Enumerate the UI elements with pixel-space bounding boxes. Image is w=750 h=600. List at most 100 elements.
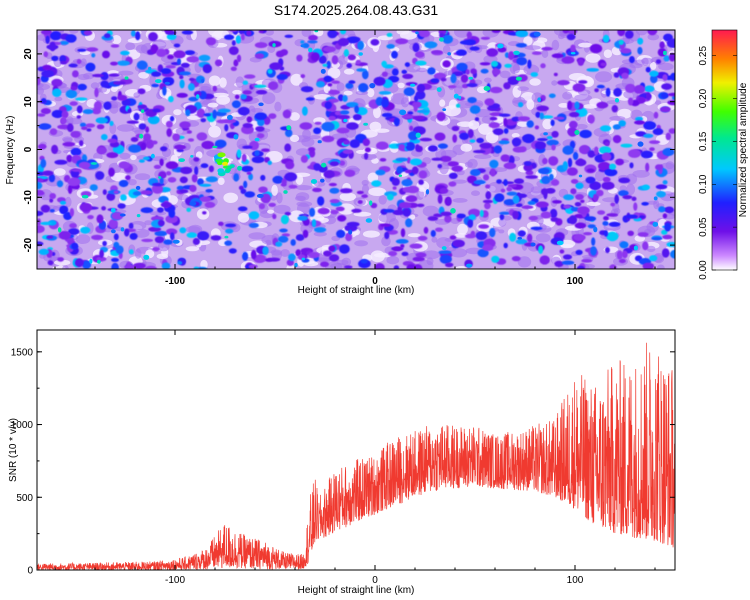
heatmap-cell [572,151,579,161]
heatmap-cell [150,44,159,54]
heatmap-y-tick-label: 0 [23,146,34,152]
heatmap-cell [204,201,216,208]
heatmap-cell [37,225,45,234]
heatmap-cell [284,172,298,182]
heatmap-cell [37,178,44,183]
heatmap-cell [661,248,670,258]
heatmap-cell [591,237,596,246]
heatmap-cell [178,158,185,163]
heatmap-cell [90,82,100,89]
heatmap-cell [335,206,345,212]
heatmap-cell [666,38,675,48]
heatmap-cell [196,191,211,197]
heatmap-cell [137,104,147,109]
heatmap-cell [180,62,190,68]
heatmap-cell [193,157,200,162]
heatmap-cell [200,163,209,169]
heatmap-cell [151,184,164,194]
heatmap-cell [342,149,353,155]
heatmap-cell [267,160,272,165]
heatmap-cell [286,264,295,269]
heatmap-cell [272,213,277,220]
heatmap-cell [566,167,578,176]
heatmap-cell [80,226,91,234]
heatmap-cell [577,206,590,215]
heatmap-cell [399,109,407,116]
heatmap-cell [649,255,658,262]
heatmap-cell [199,183,212,187]
heatmap-cell [140,207,154,214]
heatmap-cell [446,197,451,206]
heatmap-cell [327,67,341,79]
heatmap-cell [179,227,187,234]
heatmap-cell [145,265,157,269]
heatmap-cell [508,51,515,61]
heatmap-cell [307,147,316,152]
heatmap-cell [665,132,671,141]
colorbar-tick-label: 0.15 [698,131,709,151]
heatmap-cell [570,44,576,53]
heatmap-cell [485,131,499,144]
heatmap-cell [37,76,41,86]
heatmap-cell [364,147,371,153]
heatmap-cell [628,149,641,158]
heatmap-cell [46,235,54,239]
heatmap-cell [168,209,176,218]
heatmap-cell [249,140,259,151]
heatmap-cell [508,155,515,165]
heatmap-cell [574,130,580,135]
heatmap-cell [167,177,177,183]
heatmap-cell [37,181,43,190]
heatmap-cell [397,82,405,89]
heatmap-cell [274,101,282,112]
heatmap-cell [138,71,150,79]
heatmap-cell [224,235,229,239]
heatmap-cell [365,218,373,223]
heatmap-cell [353,211,372,217]
heatmap-cell [70,86,78,91]
heatmap-cell [440,211,453,217]
heatmap-cell [49,41,56,52]
heatmap-cell [90,162,98,165]
heatmap-cell [106,152,119,159]
heatmap-cell [488,122,500,129]
heatmap-cell [159,158,164,167]
heatmap-cell [285,160,295,170]
heatmap-cell [527,200,536,205]
heatmap-cell [152,246,160,252]
heatmap-cell [308,47,313,53]
heatmap-cell [469,46,480,51]
heatmap-cell [300,155,308,163]
heatmap-cell [604,141,610,147]
heatmap-cell [670,249,675,259]
heatmap-cell [47,260,54,266]
heatmap-cell [165,228,178,235]
heatmap-cell [574,222,587,229]
heatmap-cell [367,88,375,98]
heatmap-cell [450,208,456,214]
heatmap-cell [340,188,353,194]
heatmap-cell [435,227,443,232]
heatmap-cell [228,46,239,55]
heatmap-cell [76,58,82,65]
heatmap-cell [483,174,490,181]
heatmap-cell [176,92,188,98]
heatmap-cell [361,194,368,199]
heatmap-cell [255,89,268,95]
heatmap-cell [405,218,413,228]
heatmap-cell [400,30,418,40]
heatmap-cell [491,60,499,67]
heatmap-cell [479,209,484,218]
heatmap-cell [527,59,532,69]
heatmap-cell [254,137,260,142]
heatmap-cell [295,192,310,202]
heatmap-cell [637,96,646,104]
heatmap-cell [456,103,461,108]
heatmap-cell [668,52,675,62]
snr-y-tick-label: 1500 [11,347,34,358]
heatmap-cell [280,49,289,56]
heatmap-cell [422,250,441,260]
heatmap-cell [577,58,584,66]
heatmap-cell [416,83,426,93]
heatmap-cell [128,249,134,255]
